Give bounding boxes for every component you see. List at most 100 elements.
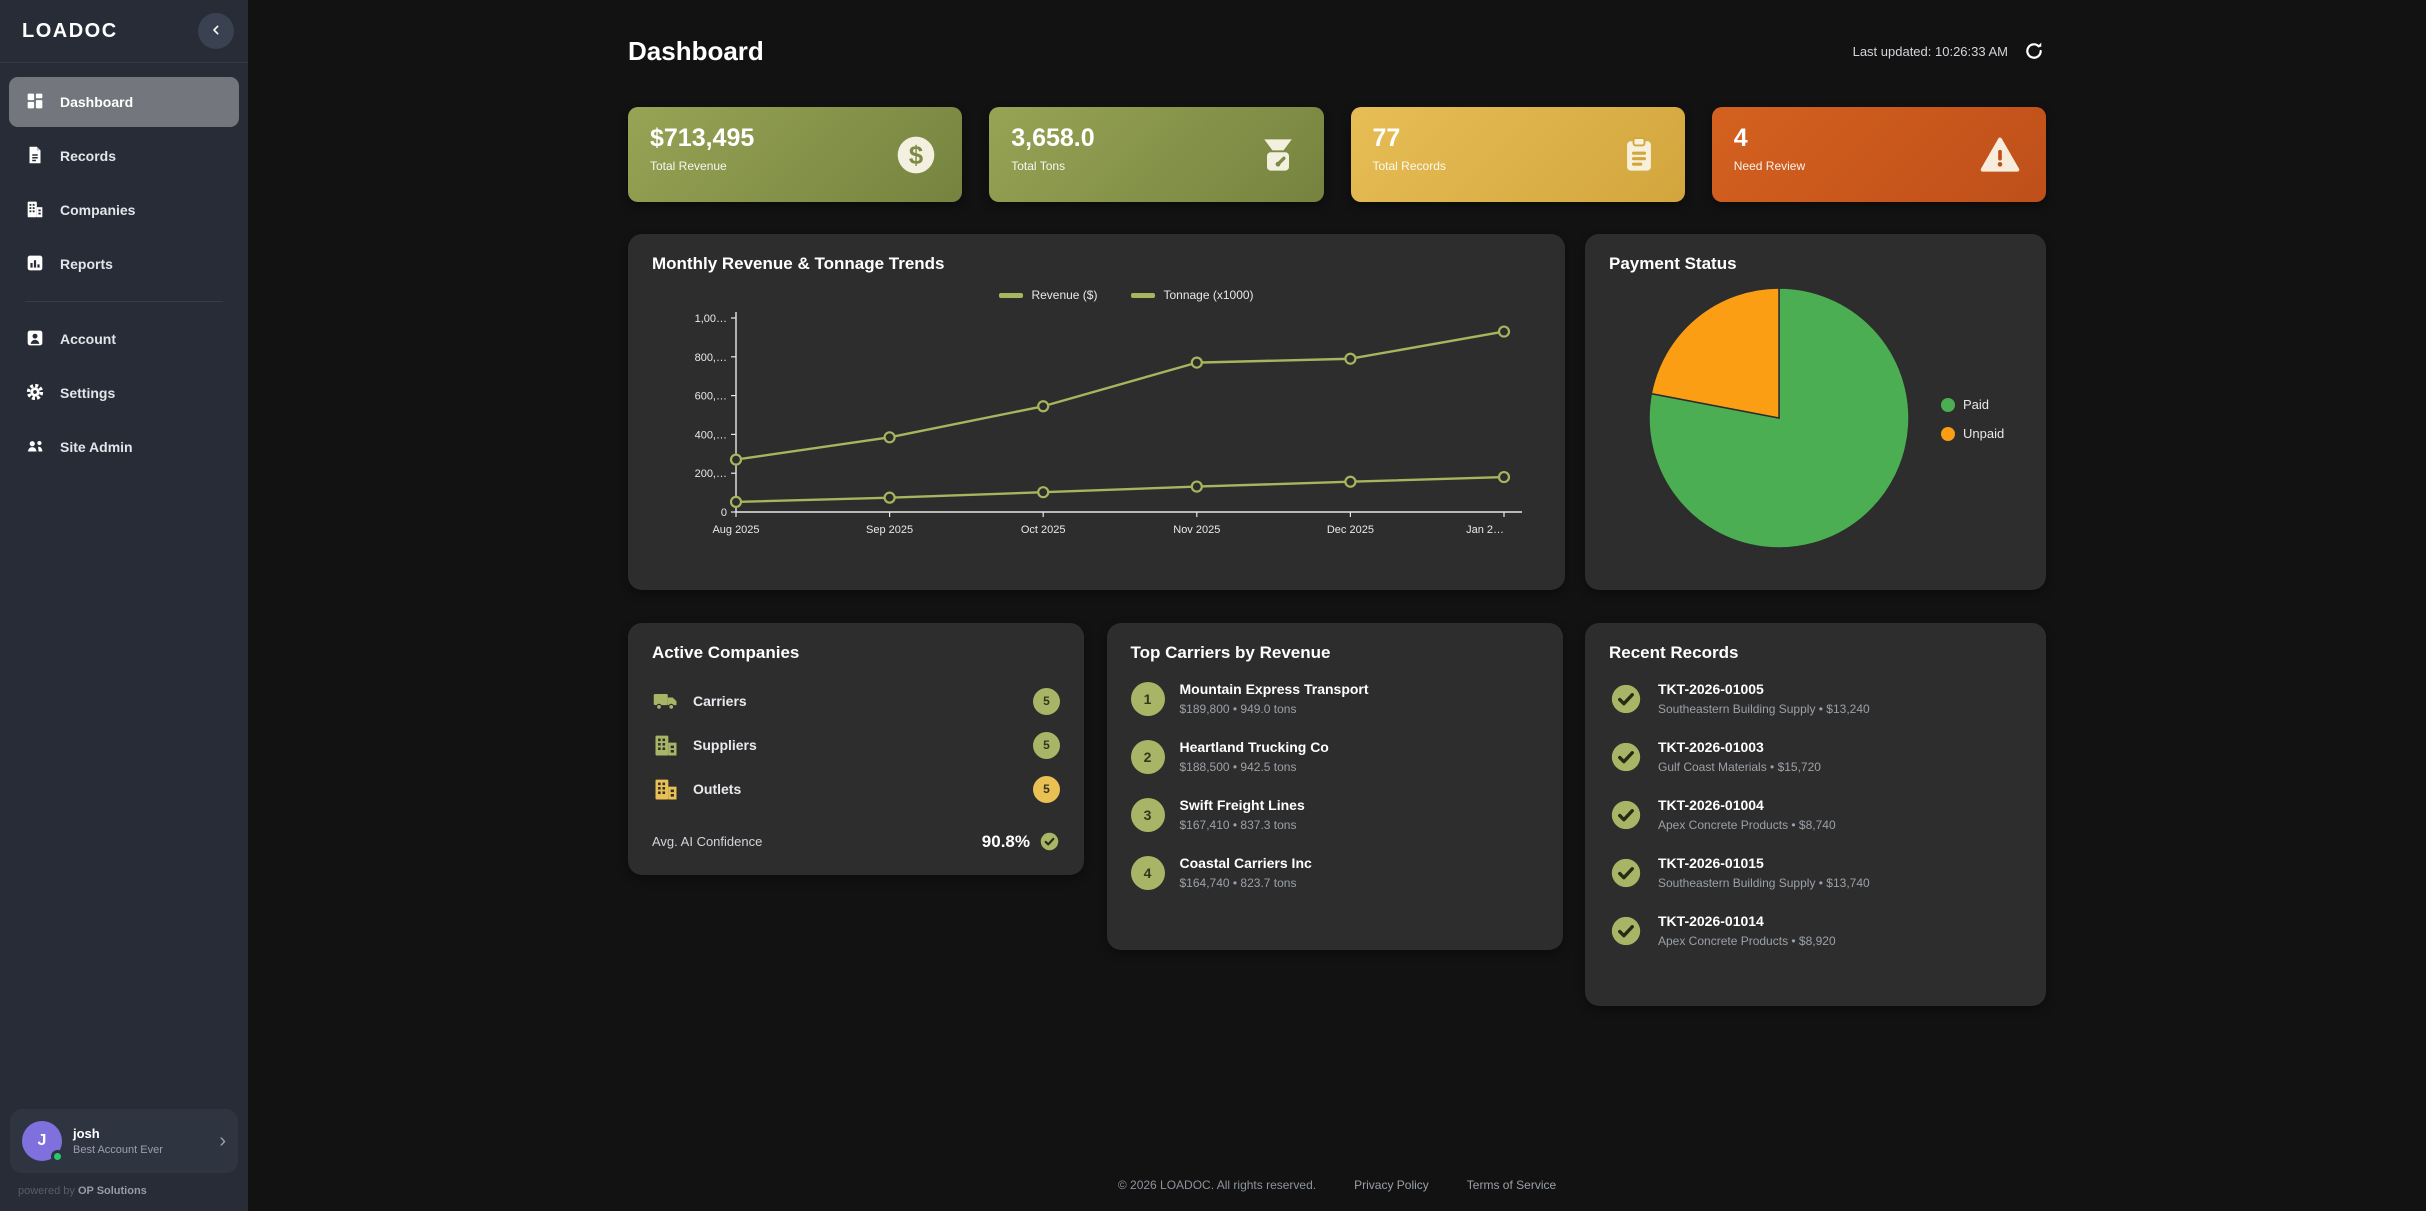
carrier-detail: $164,740 • 823.7 tons <box>1179 876 1297 890</box>
record-ticket: TKT-2026-01005 <box>1658 681 1764 697</box>
record-ticket: TKT-2026-01015 <box>1658 855 1764 871</box>
count-badge: 5 <box>1033 731 1060 759</box>
svg-text:$: $ <box>909 142 923 170</box>
rank-badge: 3 <box>1130 797 1165 832</box>
user-name: josh <box>73 1126 100 1141</box>
sidebar-item-companies[interactable]: Companies <box>9 185 239 235</box>
sidebar-header: LOADOC <box>0 0 248 62</box>
app-logo: LOADOC <box>22 19 118 42</box>
payment-status-title: Payment Status <box>1609 254 1737 273</box>
record-detail: Southeastern Building Supply • $13,240 <box>1658 702 1870 716</box>
record-ticket: TKT-2026-01004 <box>1658 797 1764 813</box>
stat-card-total-revenue: $713,495 Total Revenue $ <box>628 107 963 202</box>
page-footer: © 2026 LOADOC. All rights reserved. Priv… <box>628 1178 2046 1192</box>
svg-text:400,…: 400,… <box>695 429 727 441</box>
refresh-icon <box>2023 42 2045 65</box>
carrier-list-item: 2 Heartland Trucking Co $188,500 • 942.5… <box>1130 739 1539 774</box>
sidebar-item-records[interactable]: Records <box>9 131 239 181</box>
clipboard-icon <box>1617 133 1661 177</box>
unpaid-legend-dot <box>1941 426 1955 441</box>
paid-legend-dot <box>1941 397 1955 412</box>
stat-card-total-records: 77 Total Records <box>1350 107 1685 202</box>
company-row-carriers: Carriers 5 <box>652 679 1060 723</box>
svg-text:200,…: 200,… <box>695 468 727 480</box>
company-row-outlets: Outlets 5 <box>652 767 1060 811</box>
company-row-suppliers: Suppliers 5 <box>652 723 1060 767</box>
recent-records-panel: Recent Records TKT-2026-01005 Southeaste… <box>1585 623 2046 1006</box>
rank-badge: 1 <box>1130 681 1165 716</box>
legend-item-unpaid: Unpaid <box>1941 426 2004 441</box>
count-badge: 5 <box>1033 687 1060 715</box>
dollar-icon: $ <box>894 133 938 177</box>
svg-text:1,00…: 1,00… <box>695 313 727 325</box>
company-row-label: Suppliers <box>693 737 757 753</box>
building-icon <box>24 198 46 223</box>
sidebar-spacer <box>0 476 248 1109</box>
record-detail: Apex Concrete Products • $8,920 <box>1658 934 1836 948</box>
active-companies-title: Active Companies <box>652 643 800 662</box>
carrier-detail: $188,500 • 942.5 tons <box>1179 760 1297 774</box>
carrier-name: Heartland Trucking Co <box>1179 739 1329 755</box>
sidebar: LOADOC Dashboard Records <box>0 0 248 1211</box>
svg-text:600,…: 600,… <box>695 391 727 403</box>
check-circle-icon <box>1609 914 1643 948</box>
carrier-list-item: 4 Coastal Carriers Inc $164,740 • 823.7 … <box>1130 855 1539 890</box>
carrier-list-item: 3 Swift Freight Lines $167,410 • 837.3 t… <box>1130 797 1539 832</box>
user-card[interactable]: J josh Best Account Ever › <box>10 1109 238 1173</box>
record-list-item: TKT-2026-01015 Southeastern Building Sup… <box>1609 855 2022 890</box>
revenue-legend-swatch <box>999 292 1024 298</box>
privacy-policy-link[interactable]: Privacy Policy <box>1354 1178 1429 1192</box>
sidebar-divider <box>0 62 248 63</box>
svg-text:Jan 2…: Jan 2… <box>1466 524 1504 536</box>
sidebar-nav: Dashboard Records Companies Reports <box>0 63 248 476</box>
carrier-name: Coastal Carriers Inc <box>1179 855 1312 871</box>
carrier-list-item: 1 Mountain Express Transport $189,800 • … <box>1130 681 1539 716</box>
refresh-button[interactable] <box>2022 40 2046 64</box>
sidebar-item-label: Settings <box>60 385 116 401</box>
svg-text:Oct 2025: Oct 2025 <box>1021 524 1066 536</box>
gear-icon <box>24 381 46 406</box>
payment-status-pie-chart <box>1648 287 1910 549</box>
payment-status-panel: Payment Status Paid Unpaid <box>1585 234 2046 590</box>
record-detail: Apex Concrete Products • $8,740 <box>1658 818 1836 832</box>
recent-records-title: Recent Records <box>1609 643 1739 662</box>
check-circle-icon <box>1609 740 1643 774</box>
legend-item-tonnage: Tonnage (x1000) <box>1131 288 1254 302</box>
nav-section-divider <box>25 301 223 302</box>
record-list-item: TKT-2026-01003 Gulf Coast Materials • $1… <box>1609 739 2022 774</box>
stat-card-need-review: 4 Need Review <box>1711 107 2046 202</box>
record-list-item: TKT-2026-01005 Southeastern Building Sup… <box>1609 681 2022 716</box>
chevron-left-icon <box>208 22 224 41</box>
sidebar-item-dashboard[interactable]: Dashboard <box>9 77 239 127</box>
main-area: Dashboard Last updated: 10:26:33 AM $713… <box>248 0 2426 1211</box>
avatar: J <box>22 1121 64 1163</box>
ai-confidence-row: Avg. AI Confidence 90.8% <box>652 831 1060 852</box>
record-list-item: TKT-2026-01014 Apex Concrete Products • … <box>1609 913 2022 948</box>
tonnage-legend-swatch <box>1131 292 1156 298</box>
svg-text:Nov 2025: Nov 2025 <box>1173 524 1220 536</box>
stat-value: 4 <box>1733 124 1748 152</box>
active-companies-panel: Active Companies Carriers 5 <box>628 623 1084 875</box>
check-circle-icon <box>1039 831 1060 852</box>
last-updated-text: Last updated: 10:26:33 AM <box>1852 44 2008 59</box>
stat-value: $713,495 <box>650 124 755 152</box>
sidebar-item-account[interactable]: Account <box>9 314 239 364</box>
top-carriers-title: Top Carriers by Revenue <box>1130 643 1331 662</box>
ai-confidence-value: 90.8% <box>981 831 1030 851</box>
company-row-label: Outlets <box>693 781 742 797</box>
svg-text:Dec 2025: Dec 2025 <box>1327 524 1374 536</box>
sidebar-collapse-button[interactable] <box>198 13 234 49</box>
sidebar-item-label: Records <box>60 148 117 164</box>
sidebar-item-label: Companies <box>60 202 136 218</box>
check-circle-icon <box>1609 856 1643 890</box>
sidebar-item-reports[interactable]: Reports <box>9 239 239 289</box>
stat-value: 77 <box>1372 124 1401 152</box>
record-detail: Gulf Coast Materials • $15,720 <box>1658 760 1821 774</box>
truck-icon <box>652 687 680 715</box>
record-ticket: TKT-2026-01003 <box>1658 739 1764 755</box>
terms-of-service-link[interactable]: Terms of Service <box>1466 1178 1557 1192</box>
sidebar-item-site-admin[interactable]: Site Admin <box>9 422 239 472</box>
sidebar-item-settings[interactable]: Settings <box>9 368 239 418</box>
carrier-detail: $189,800 • 949.0 tons <box>1179 702 1297 716</box>
building-icon <box>652 775 680 803</box>
